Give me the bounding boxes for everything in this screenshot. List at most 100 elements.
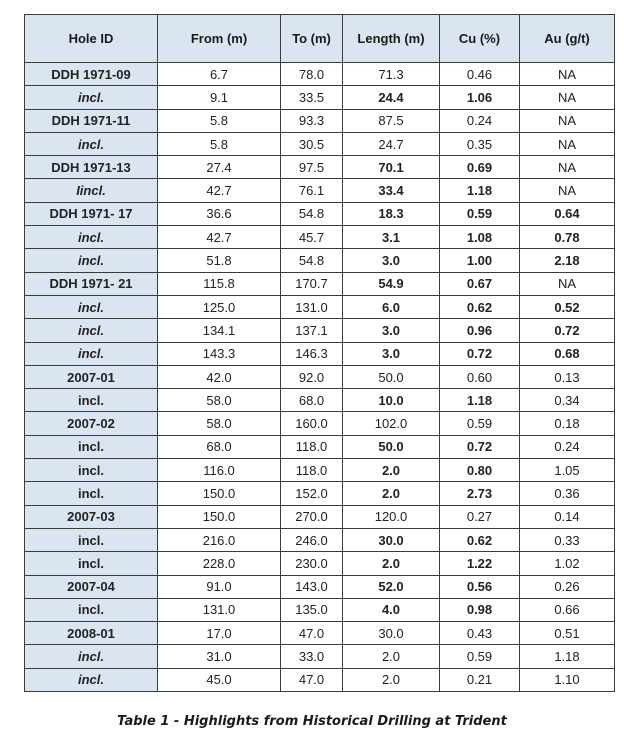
from-cell: 143.3	[157, 341, 281, 366]
table-row: Iincl. 42.7 76.1 33.4 1.18 NA	[24, 178, 615, 203]
from-cell: 58.0	[157, 388, 281, 413]
length-cell: 54.9	[342, 271, 440, 296]
table-body: DDH 1971-09 6.7 78.0 71.3 0.46 NA incl. 9.1 33.5…	[24, 61, 615, 693]
from-cell: 51.8	[157, 248, 281, 273]
au-cell: 1.05	[519, 458, 615, 483]
hole-id-cell: Iincl.	[24, 178, 158, 203]
length-cell: 2.0	[342, 481, 440, 506]
length-cell: 52.0	[342, 574, 440, 599]
au-cell: 0.68	[519, 341, 615, 366]
au-cell: 0.13	[519, 364, 615, 390]
cu-cell: 0.69	[439, 155, 520, 180]
to-cell: 78.0	[280, 61, 343, 87]
from-cell: 5.8	[157, 108, 281, 133]
au-cell: 0.66	[519, 597, 615, 623]
cu-cell: 0.80	[439, 458, 520, 483]
to-cell: 118.0	[280, 458, 343, 483]
from-cell: 125.0	[157, 294, 281, 320]
to-cell: 270.0	[280, 504, 343, 529]
hole-id-cell: incl.	[24, 667, 158, 693]
from-cell: 134.1	[157, 318, 281, 343]
table-row: incl. 131.0 135.0 4.0 0.98 0.66	[24, 597, 615, 623]
to-cell: 137.1	[280, 318, 343, 343]
to-cell: 131.0	[280, 294, 343, 320]
length-cell: 2.0	[342, 644, 440, 669]
hole-id-cell: incl.	[24, 458, 158, 483]
to-cell: 97.5	[280, 155, 343, 180]
from-cell: 42.0	[157, 364, 281, 390]
to-cell: 54.8	[280, 248, 343, 273]
hole-id-cell: incl.	[24, 597, 158, 623]
table-row: incl. 58.0 68.0 10.0 1.18 0.34	[24, 388, 615, 413]
hole-id-cell: incl.	[24, 434, 158, 460]
au-cell: 0.52	[519, 294, 615, 320]
from-cell: 150.0	[157, 504, 281, 529]
to-cell: 118.0	[280, 434, 343, 460]
au-cell: 0.64	[519, 201, 615, 227]
hole-id-cell: DDH 1971-09	[24, 61, 158, 87]
table-row: incl. 116.0 118.0 2.0 0.80 1.05	[24, 458, 615, 483]
from-cell: 115.8	[157, 271, 281, 296]
hole-id-cell: incl.	[24, 551, 158, 576]
length-cell: 3.0	[342, 318, 440, 343]
hole-id-cell: incl.	[24, 318, 158, 343]
au-cell: 0.14	[519, 504, 615, 529]
header-cu: Cu (%)	[439, 14, 520, 63]
au-cell: 1.10	[519, 667, 615, 693]
table-row: 2007-01 42.0 92.0 50.0 0.60 0.13	[24, 364, 615, 390]
au-cell: 0.72	[519, 318, 615, 343]
hole-id-cell: incl.	[24, 481, 158, 506]
au-cell: 2.18	[519, 248, 615, 273]
cu-cell: 0.62	[439, 294, 520, 320]
header-hole-id: Hole ID	[24, 14, 158, 63]
cu-cell: 0.27	[439, 504, 520, 529]
from-cell: 131.0	[157, 597, 281, 623]
length-cell: 3.1	[342, 225, 440, 250]
from-cell: 42.7	[157, 225, 281, 250]
length-cell: 2.0	[342, 458, 440, 483]
length-cell: 30.0	[342, 527, 440, 553]
table-header-row: Hole ID From (m) To (m) Length (m) Cu (%) Au …	[24, 14, 615, 63]
from-cell: 228.0	[157, 551, 281, 576]
to-cell: 143.0	[280, 574, 343, 599]
au-cell: 0.26	[519, 574, 615, 599]
length-cell: 2.0	[342, 551, 440, 576]
hole-id-cell: incl.	[24, 644, 158, 669]
hole-id-cell: DDH 1971-11	[24, 108, 158, 133]
cu-cell: 0.96	[439, 318, 520, 343]
cu-cell: 1.08	[439, 225, 520, 250]
cu-cell: 1.18	[439, 178, 520, 203]
from-cell: 68.0	[157, 434, 281, 460]
to-cell: 93.3	[280, 108, 343, 133]
table-row: DDH 1971- 21 115.8 170.7 54.9 0.67 NA	[24, 271, 615, 296]
length-cell: 3.0	[342, 248, 440, 273]
cu-cell: 0.98	[439, 597, 520, 623]
to-cell: 30.5	[280, 131, 343, 157]
au-cell: 0.18	[519, 411, 615, 436]
length-cell: 30.0	[342, 621, 440, 646]
hole-id-cell: DDH 1971- 17	[24, 201, 158, 227]
au-cell: NA	[519, 108, 615, 133]
length-cell: 10.0	[342, 388, 440, 413]
length-cell: 33.4	[342, 178, 440, 203]
length-cell: 120.0	[342, 504, 440, 529]
au-cell: 1.02	[519, 551, 615, 576]
hole-id-cell: incl.	[24, 131, 158, 157]
length-cell: 102.0	[342, 411, 440, 436]
table-row: incl. 150.0 152.0 2.0 2.73 0.36	[24, 481, 615, 506]
cu-cell: 0.72	[439, 434, 520, 460]
hole-id-cell: 2007-02	[24, 411, 158, 436]
to-cell: 68.0	[280, 388, 343, 413]
length-cell: 6.0	[342, 294, 440, 320]
length-cell: 71.3	[342, 61, 440, 87]
cu-cell: 0.59	[439, 644, 520, 669]
from-cell: 17.0	[157, 621, 281, 646]
header-au: Au (g/t)	[519, 14, 615, 63]
cu-cell: 0.60	[439, 364, 520, 390]
table-row: incl. 125.0 131.0 6.0 0.62 0.52	[24, 294, 615, 320]
length-cell: 4.0	[342, 597, 440, 623]
header-to: To (m)	[280, 14, 343, 63]
hole-id-cell: incl.	[24, 248, 158, 273]
from-cell: 58.0	[157, 411, 281, 436]
length-cell: 18.3	[342, 201, 440, 227]
